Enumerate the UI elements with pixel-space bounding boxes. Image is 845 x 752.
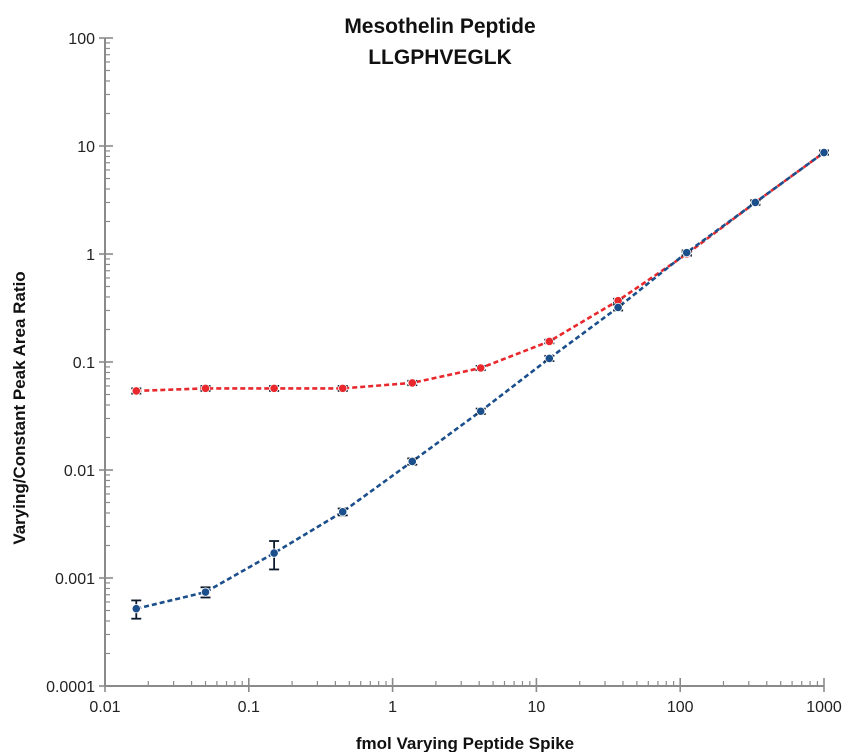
x-tick-label: 1: [388, 699, 397, 716]
chart-title-line-1: Mesothelin Peptide: [344, 15, 535, 38]
y-tick-label: 0.001: [55, 571, 95, 588]
data-point: [819, 147, 829, 158]
tick-marks: [99, 37, 825, 692]
x-tick-label: 0.01: [89, 699, 120, 716]
data-point: [200, 383, 211, 393]
data-point: [750, 197, 760, 208]
tick-labels: 0.01 0.1 1 10 100 1000 0.0001 0.001 0.01 0.1 1 10 10…: [46, 31, 842, 716]
data-point: [338, 383, 348, 393]
data-point: [200, 587, 211, 597]
y-tick-label: 0.01: [64, 463, 95, 480]
y-tick-label: 100: [68, 31, 95, 48]
y-tick-label: 0.1: [73, 355, 95, 372]
y-tick-label: 1: [86, 247, 95, 264]
x-tick-label: 0.1: [238, 699, 260, 716]
data-point: [131, 604, 141, 614]
y-axis-label: Varying/Constant Peak Area Ratio: [10, 271, 29, 544]
x-tick-label: 100: [667, 699, 694, 716]
data-point: [269, 383, 279, 393]
data-point: [476, 363, 486, 373]
data-point: [131, 386, 141, 396]
data-point: [407, 456, 417, 467]
data-point: [407, 378, 417, 388]
data-point: [544, 336, 554, 347]
chart-title-line-2: LLGPHVEGLK: [368, 46, 512, 69]
y-tick-label: 10: [77, 139, 95, 156]
series-layer: [131, 147, 829, 620]
series-1-line: [136, 151, 825, 393]
series-2-line: [135, 151, 825, 610]
series-1: [131, 147, 829, 396]
plot-axes: [104, 38, 824, 687]
data-point: [613, 302, 623, 313]
x-tick-label: 1000: [806, 699, 842, 716]
x-tick-label: 10: [528, 699, 546, 716]
y-tick-label: 0.0001: [46, 679, 95, 696]
data-point: [338, 507, 348, 517]
data-point: [682, 248, 692, 258]
data-point: [269, 548, 279, 558]
data-point: [544, 353, 554, 363]
series-2: [131, 147, 829, 620]
x-axis-label: fmol Varying Peptide Spike: [356, 734, 574, 752]
data-point: [476, 406, 486, 416]
